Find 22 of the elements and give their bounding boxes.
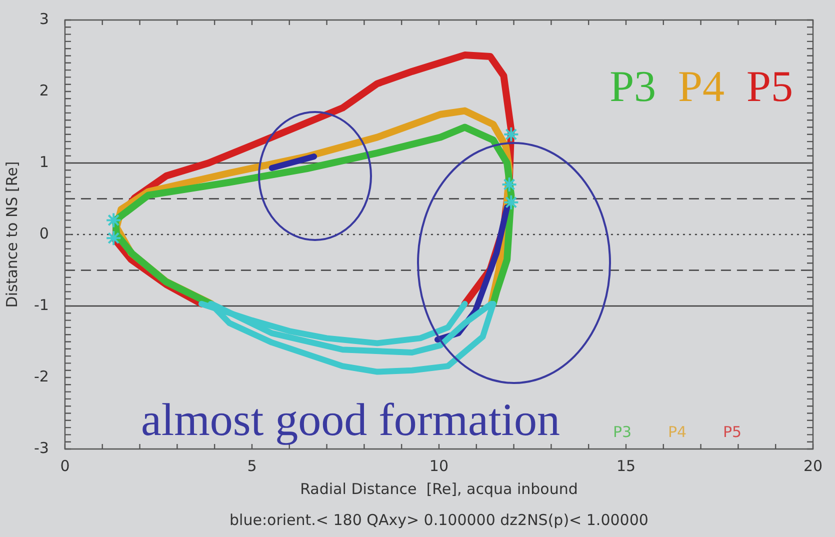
x-axis-title: Radial Distance [Re], acqua inbound	[300, 480, 578, 498]
y-tick-label: 2	[39, 81, 49, 100]
y-tick-label: -3	[34, 438, 49, 457]
x-tick-label: 5	[247, 456, 257, 475]
y-axis-title: Distance to NS [Re]	[2, 161, 21, 308]
text: P3	[613, 423, 632, 441]
y-tick-label: 0	[39, 224, 49, 242]
y-tick-label: -2	[34, 367, 49, 386]
x-tick-label: 20	[803, 456, 823, 475]
text: P3	[610, 62, 656, 111]
text: P5	[746, 62, 794, 111]
annotation: almost good formation	[140, 394, 560, 445]
y-tick-label: 1	[39, 152, 49, 171]
text: P4	[668, 423, 687, 441]
y-tick-label: 3	[39, 10, 49, 28]
x-tick-label: 0	[60, 456, 70, 475]
text: P5	[723, 423, 742, 441]
x-tick-label: 10	[429, 456, 449, 475]
x-tick-label: 15	[616, 456, 636, 475]
y-tick-label: -1	[34, 296, 49, 314]
text: blue:orient.< 180 QAxy> 0.100000 dz2NS(p)< 1.00000	[230, 511, 648, 529]
text: P4	[678, 62, 725, 111]
